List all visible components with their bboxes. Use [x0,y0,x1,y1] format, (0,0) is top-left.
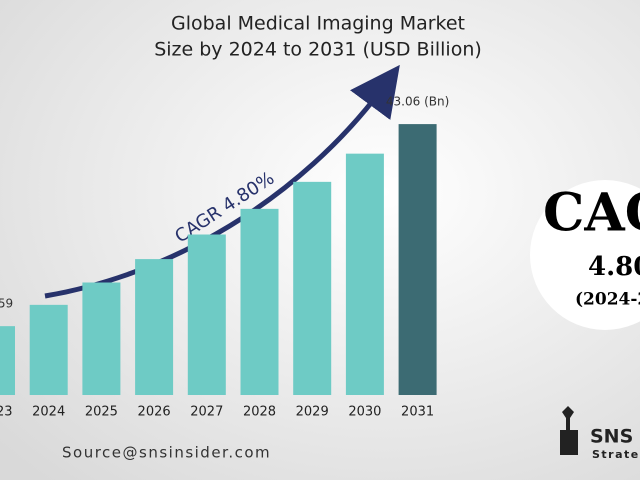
badge-circle [530,180,640,330]
badge-period: (2024-2031) [575,290,640,310]
value-label: 29.59 [0,297,13,311]
x-tick-label: 2024 [32,405,65,420]
x-tick-label: 2026 [138,405,171,420]
logo-icon [560,406,578,455]
bar [187,234,226,395]
bar [135,259,174,395]
bar [398,124,437,395]
logo-tagline: Strategy and Stats [592,448,640,461]
bar [0,326,15,395]
x-tick-label: 2029 [296,405,329,420]
x-tick-label: 2030 [348,405,381,420]
x-tick-label: 2028 [243,405,276,420]
x-tick-label: 2031 [401,405,434,420]
x-tick-label: 2023 [0,405,13,420]
x-tick-label: 2025 [85,405,118,420]
bar [240,208,279,395]
bar [82,282,121,395]
badge-title: CAGR [543,183,640,244]
chart-title: Global Medical Imaging Market [171,13,465,35]
badge-value: 4.80% [588,252,640,282]
chart-subtitle: Size by 2024 to 2031 (USD Billion) [154,39,482,61]
x-tick-label: 2027 [190,405,223,420]
bar [293,181,332,395]
bar [345,153,384,395]
bar [29,304,68,395]
value-label: 43.06 (Bn) [386,95,449,109]
source: Source@snsinsider.com [62,444,271,462]
logo-name: SNS INSIDER [590,426,640,448]
